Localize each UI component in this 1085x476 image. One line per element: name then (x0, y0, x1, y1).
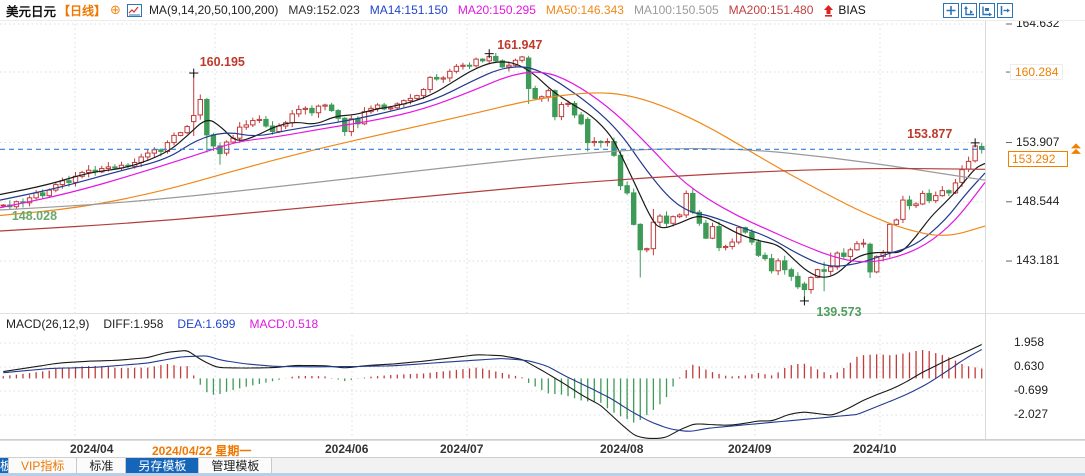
x-axis-band: 2024/04 2024/04/22 星期一 2024/06 2024/07 2024/… (0, 440, 1085, 458)
macd-header-item-0: MACD(26,12,9) (6, 317, 90, 331)
chart-canvas[interactable] (0, 0, 1085, 457)
period-selector[interactable]: 【日线】 (58, 3, 107, 18)
x-axis-label-3: 2024/07 (440, 442, 484, 456)
macd-header: MACD(26,12,9) DIFF:1.958 DEA:1.699 MACD:0.5… (6, 317, 318, 333)
ma-value-3: MA50:146.343 (545, 3, 624, 17)
ma-legend: MA9:152.023 MA14:151.150 MA20:150.295 MA50:… (278, 3, 813, 17)
chart-toolbar-icons (943, 3, 1013, 18)
bias-indicator-label[interactable]: BIAS (838, 3, 866, 17)
scale-axis-right-icon[interactable] (979, 3, 995, 18)
template-tab-1[interactable]: VIP指标 (9, 458, 78, 474)
template-tab-4[interactable]: 管理模板 (199, 458, 273, 474)
macd-header-item-2: DEA:1.699 (177, 317, 236, 331)
ma-value-2: MA20:150.295 (457, 3, 536, 17)
x-axis-label-5: 2024/09 (728, 442, 772, 456)
template-tab-0[interactable]: 板 (0, 458, 9, 474)
x-axis-label-4: 2024/08 (600, 442, 644, 456)
template-tab-3[interactable]: 另存模板 (126, 458, 200, 474)
scale-axis-left-icon[interactable] (961, 3, 977, 18)
chart-header: 美元日元 【日线】 ⊕ MA(9,14,20,50,100,200) MA9:1… (0, 0, 1085, 21)
x-axis-label-0: 2024/04 (70, 442, 114, 456)
x-axis-label-6: 2024/10 (853, 442, 897, 456)
macd-header-item-1: DIFF:1.958 (103, 317, 164, 331)
pan-tool-icon[interactable] (943, 3, 959, 18)
ma-value-4: MA100:150.505 (633, 3, 719, 17)
ma-value-0: MA9:152.023 (288, 3, 360, 17)
x-axis-label-1: 2024/04/22 星期一 (152, 444, 252, 458)
add-indicator-icon[interactable]: ⊕ (110, 2, 121, 17)
ma-value-5: MA200:151.480 (728, 3, 814, 17)
x-axis-label-2: 2024/06 (325, 442, 369, 456)
collapse-pane-icon[interactable] (997, 3, 1013, 18)
ma-value-1: MA14:151.150 (369, 3, 448, 17)
macd-header-item-3: MACD:0.518 (249, 317, 319, 331)
template-tab-bar: 板VIP指标标准另存模板管理模板 (0, 457, 1085, 474)
kline-style-icon[interactable] (126, 3, 142, 17)
template-tab-2[interactable]: 标准 (77, 458, 127, 474)
window-bottom-strip (0, 473, 1085, 476)
bias-up-icon (823, 4, 834, 17)
ma-params-label: MA(9,14,20,50,100,200) (148, 3, 279, 17)
symbol-name: 美元日元 (6, 4, 57, 19)
